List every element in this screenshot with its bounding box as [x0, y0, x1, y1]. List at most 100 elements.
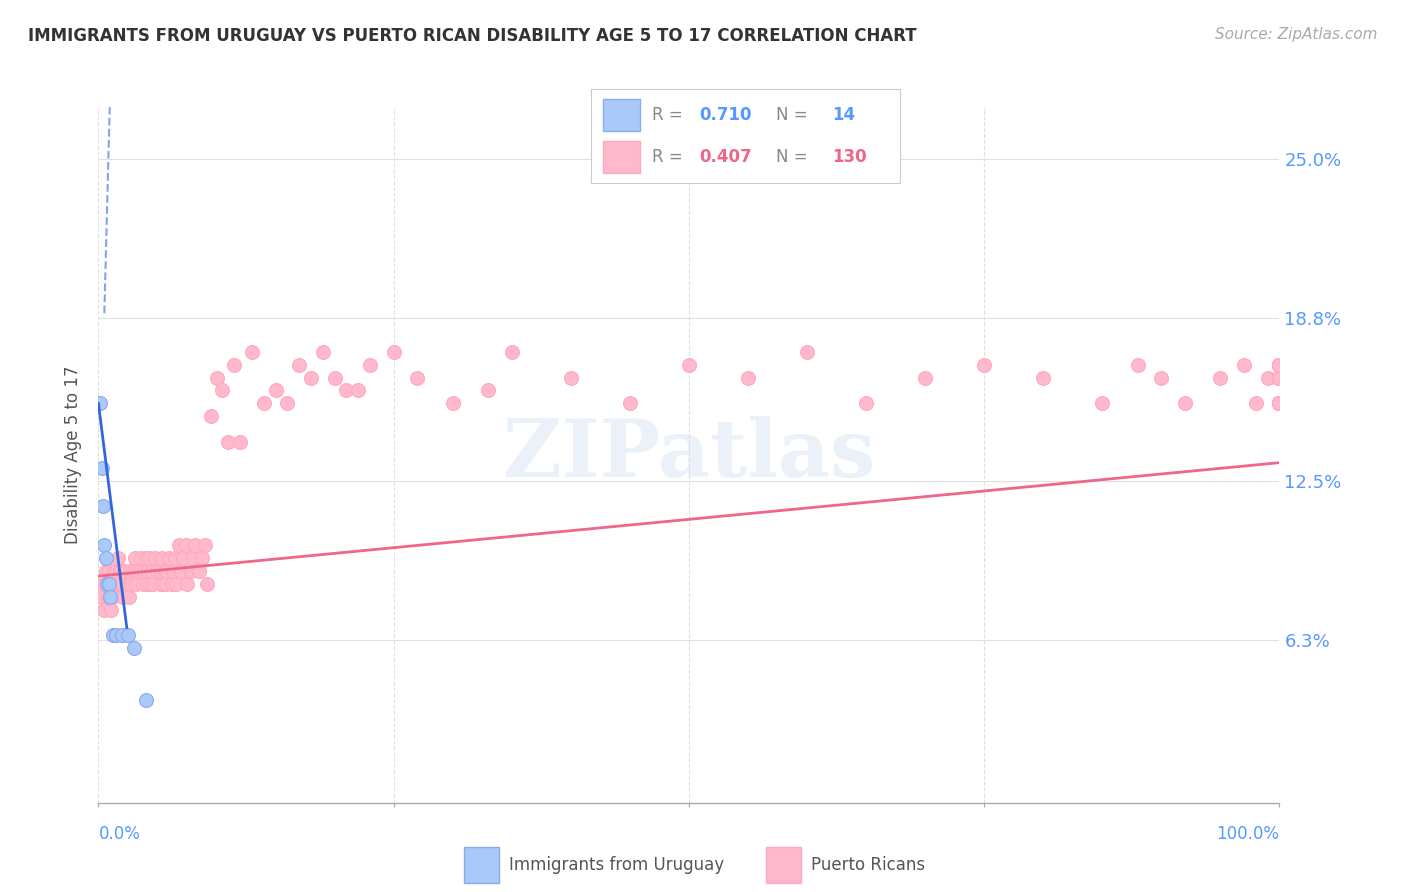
Point — [211, 384, 233, 398]
Point — [1268, 370, 1291, 384]
Point — [180, 564, 202, 578]
Point — [560, 370, 582, 384]
Point — [240, 344, 263, 359]
Point — [105, 564, 128, 578]
Point — [101, 590, 124, 604]
Point — [146, 564, 169, 578]
Point — [1268, 396, 1291, 410]
Point — [1268, 396, 1291, 410]
Point — [1268, 396, 1291, 410]
Point — [160, 576, 183, 591]
Point — [323, 370, 346, 384]
Point — [619, 396, 641, 410]
Point — [101, 628, 124, 642]
Point — [1268, 370, 1291, 384]
Point — [107, 551, 129, 566]
Point — [149, 576, 172, 591]
Point — [195, 576, 218, 591]
Point — [167, 538, 190, 552]
Point — [501, 344, 523, 359]
Point — [1268, 396, 1291, 410]
Text: Puerto Ricans: Puerto Ricans — [811, 856, 925, 874]
Point — [165, 551, 187, 566]
Point — [1209, 370, 1232, 384]
Point — [100, 602, 122, 616]
Point — [117, 628, 139, 642]
Y-axis label: Disability Age 5 to 17: Disability Age 5 to 17 — [65, 366, 83, 544]
Point — [150, 551, 173, 566]
Point — [135, 692, 157, 706]
Point — [1268, 358, 1291, 372]
Point — [1126, 358, 1149, 372]
Text: N =: N = — [776, 106, 813, 124]
Point — [191, 551, 214, 566]
Point — [120, 564, 142, 578]
Point — [200, 409, 222, 424]
Point — [276, 396, 298, 410]
Point — [122, 641, 145, 656]
Point — [104, 576, 127, 591]
Point — [299, 370, 322, 384]
Point — [98, 576, 121, 591]
Point — [156, 564, 179, 578]
Point — [914, 370, 936, 384]
Point — [122, 564, 145, 578]
Text: N =: N = — [776, 148, 813, 166]
Point — [93, 602, 115, 616]
Point — [359, 358, 381, 372]
Point — [1268, 370, 1291, 384]
Point — [1268, 370, 1291, 384]
Point — [1268, 358, 1291, 372]
Point — [155, 576, 177, 591]
Point — [477, 384, 499, 398]
Point — [181, 551, 204, 566]
Point — [94, 551, 117, 566]
Point — [1233, 358, 1256, 372]
Point — [96, 576, 118, 591]
Point — [135, 551, 157, 566]
Point — [152, 576, 174, 591]
Point — [89, 396, 111, 410]
Point — [150, 564, 173, 578]
Point — [170, 564, 193, 578]
Text: 100.0%: 100.0% — [1216, 825, 1279, 843]
Point — [1268, 358, 1291, 372]
Point — [1268, 370, 1291, 384]
Text: R =: R = — [652, 106, 689, 124]
Point — [98, 564, 121, 578]
Point — [91, 500, 114, 514]
Point — [91, 460, 114, 475]
Point — [98, 576, 121, 591]
Point — [135, 576, 157, 591]
Point — [129, 551, 152, 566]
Point — [288, 358, 311, 372]
Point — [264, 384, 287, 398]
Point — [98, 590, 121, 604]
Point — [1091, 396, 1114, 410]
Point — [125, 576, 148, 591]
Point — [97, 590, 120, 604]
Text: 130: 130 — [832, 148, 866, 166]
Point — [194, 538, 217, 552]
Point — [105, 576, 128, 591]
Point — [229, 435, 252, 450]
Point — [1268, 396, 1291, 410]
Point — [165, 576, 187, 591]
Point — [1268, 358, 1291, 372]
Point — [217, 435, 239, 450]
Point — [139, 576, 162, 591]
Point — [111, 628, 134, 642]
Text: R =: R = — [652, 148, 689, 166]
Point — [114, 576, 136, 591]
Point — [121, 576, 143, 591]
Point — [796, 344, 818, 359]
Text: 0.0%: 0.0% — [98, 825, 141, 843]
Point — [142, 576, 165, 591]
Point — [112, 590, 135, 604]
Point — [103, 564, 125, 578]
Point — [1268, 370, 1291, 384]
Text: 14: 14 — [832, 106, 855, 124]
Point — [136, 564, 159, 578]
Point — [105, 628, 128, 642]
Point — [1268, 396, 1291, 410]
